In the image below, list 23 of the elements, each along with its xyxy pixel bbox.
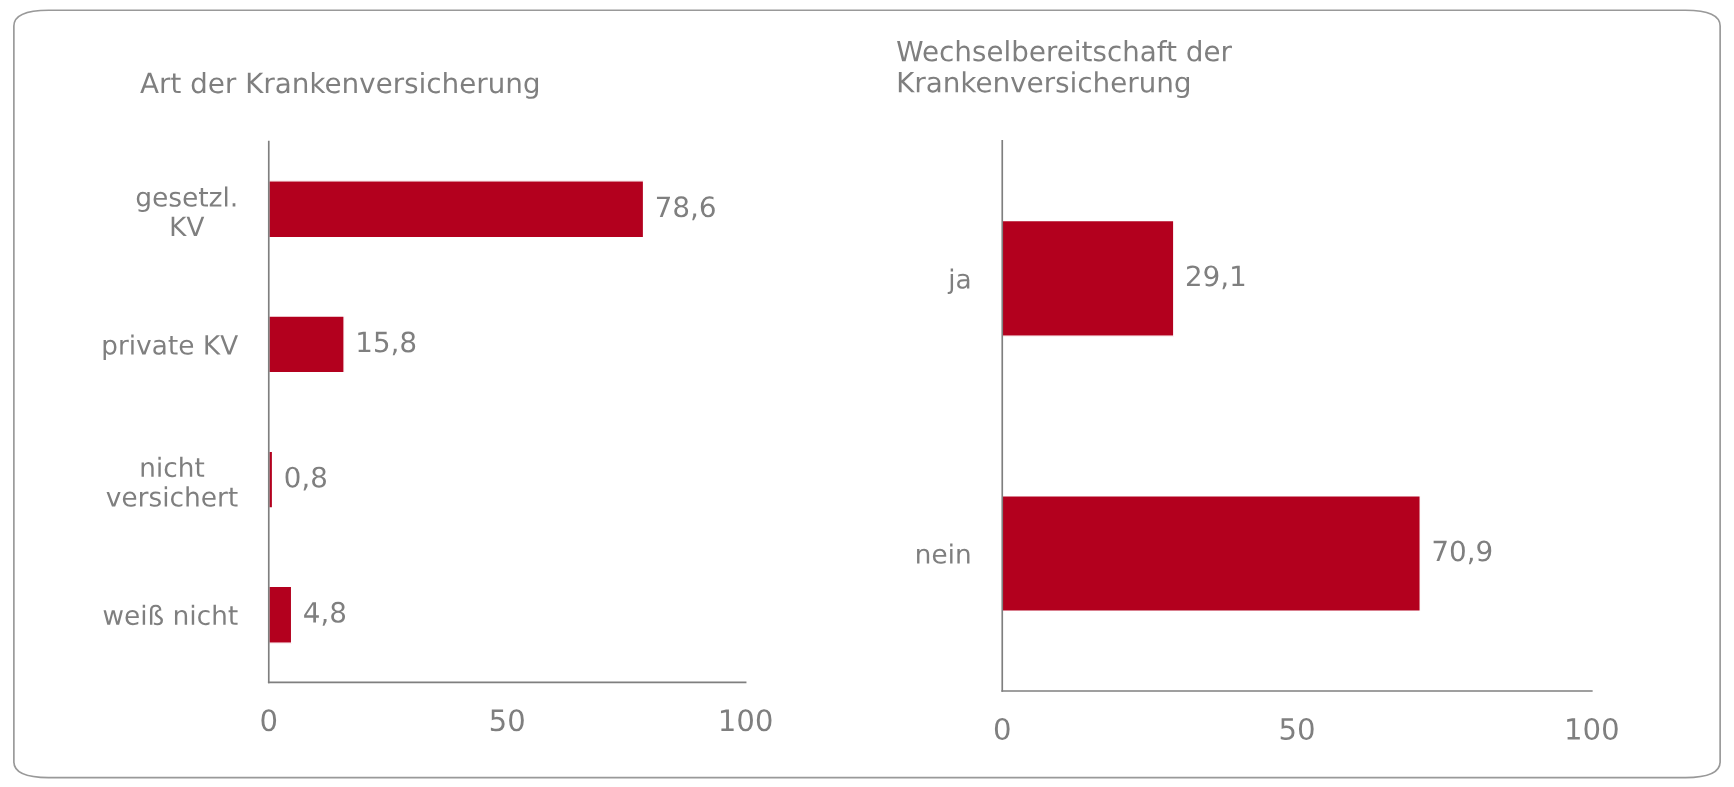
x-tick-label: 0: [994, 717, 1010, 740]
bar: [268, 315, 345, 374]
y-tick-label: ja: [947, 268, 970, 294]
data-label: 0,8: [285, 466, 326, 491]
x-tick-label: 100: [1567, 717, 1618, 740]
chart-title: Art der Krankenversicherung: [140, 71, 539, 99]
chart-title: Wechselbereitschaft der Krankenversicherung: [897, 40, 1232, 99]
data-label: 70,9: [1433, 540, 1492, 565]
bar: [268, 585, 293, 644]
data-label: 78,6: [656, 196, 715, 221]
y-tick-label: nicht versichert: [106, 456, 238, 507]
x-tick-label: 50: [490, 709, 524, 732]
x-tick-label: 100: [720, 709, 772, 732]
y-tick-label: private KV: [103, 334, 238, 360]
data-label: 4,8: [304, 601, 346, 626]
data-label: 15,8: [358, 331, 416, 356]
y-tick-label: weiß nicht: [103, 604, 238, 626]
x-tick-label: 50: [1280, 717, 1314, 740]
x-tick-label: 0: [261, 709, 277, 732]
y-tick-label: nein: [917, 543, 970, 564]
data-label: 29,1: [1186, 265, 1245, 290]
bar: [268, 180, 645, 239]
y-tick-label: gesetzl. KV: [136, 186, 236, 237]
